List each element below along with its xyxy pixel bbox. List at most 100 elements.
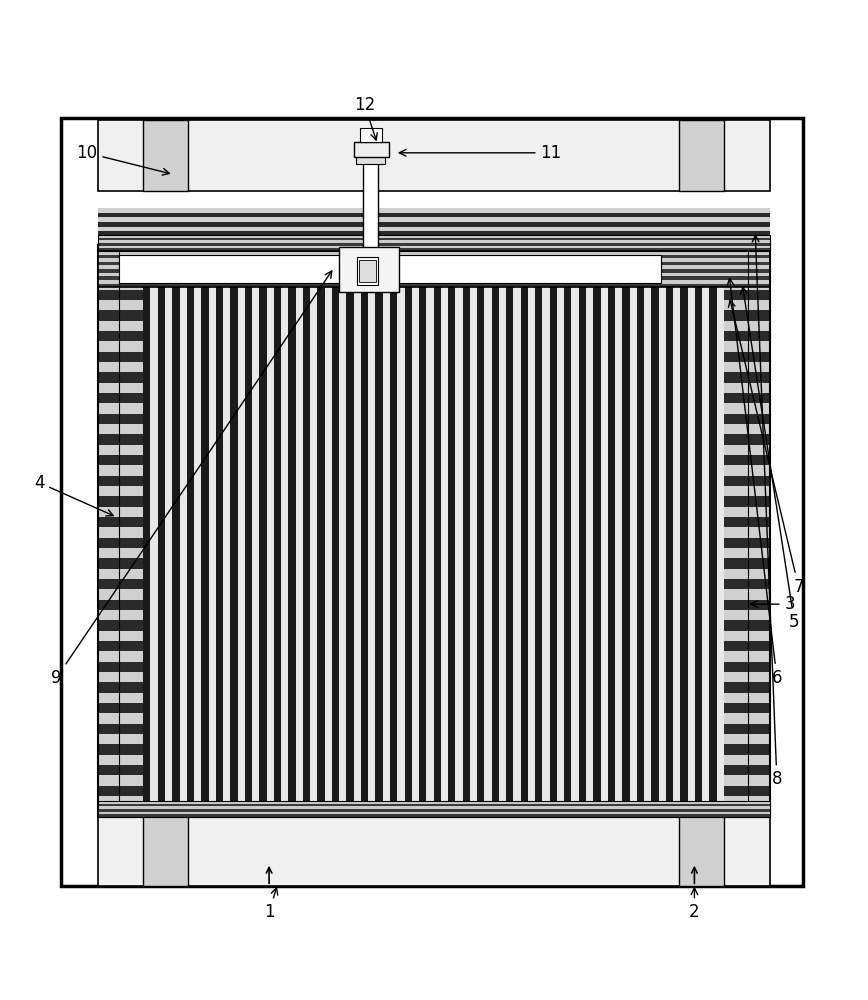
Bar: [98, 248, 143, 259]
Bar: [98, 775, 143, 786]
Bar: [98, 465, 143, 476]
Bar: [724, 548, 769, 558]
Bar: [724, 259, 769, 269]
Bar: [346, 248, 354, 817]
Bar: [98, 814, 770, 817]
Bar: [318, 248, 325, 817]
Bar: [98, 548, 143, 558]
Bar: [98, 682, 143, 693]
Bar: [724, 341, 769, 352]
Bar: [98, 255, 769, 258]
Bar: [98, 589, 143, 600]
Bar: [98, 259, 143, 269]
Bar: [724, 693, 769, 703]
Bar: [98, 240, 770, 243]
Bar: [98, 812, 770, 814]
Bar: [98, 217, 770, 222]
Bar: [223, 248, 230, 817]
Bar: [724, 806, 769, 817]
Bar: [724, 672, 769, 682]
Bar: [201, 248, 208, 817]
Bar: [354, 142, 389, 157]
Bar: [143, 248, 150, 817]
Bar: [98, 251, 769, 255]
Bar: [724, 527, 769, 538]
Bar: [724, 507, 769, 517]
Bar: [724, 786, 769, 796]
Bar: [98, 569, 143, 579]
Bar: [724, 641, 769, 651]
Bar: [491, 248, 499, 817]
Bar: [98, 610, 143, 620]
Bar: [724, 393, 769, 403]
Bar: [98, 248, 770, 251]
Bar: [98, 372, 143, 383]
Bar: [98, 243, 770, 246]
Bar: [98, 310, 143, 321]
Bar: [238, 248, 245, 817]
Bar: [549, 248, 557, 817]
Bar: [194, 248, 201, 817]
Bar: [724, 610, 769, 620]
Bar: [724, 290, 769, 300]
Bar: [448, 248, 456, 817]
Bar: [724, 383, 769, 393]
Bar: [673, 248, 681, 817]
Bar: [98, 238, 770, 240]
Bar: [98, 815, 770, 886]
Bar: [98, 276, 769, 280]
Bar: [536, 248, 542, 817]
Bar: [709, 248, 717, 817]
Bar: [724, 713, 769, 724]
Bar: [724, 331, 769, 341]
Bar: [98, 273, 769, 276]
Bar: [470, 248, 477, 817]
Bar: [651, 248, 659, 817]
Bar: [98, 806, 143, 817]
Text: 5: 5: [740, 287, 799, 631]
Bar: [724, 569, 769, 579]
Bar: [143, 120, 188, 191]
Bar: [571, 248, 579, 817]
Bar: [98, 600, 143, 610]
Text: 9: 9: [51, 271, 332, 687]
Bar: [98, 651, 143, 662]
Bar: [724, 589, 769, 600]
Bar: [98, 424, 143, 434]
Bar: [98, 341, 143, 352]
Bar: [98, 265, 769, 269]
Bar: [98, 258, 769, 262]
Bar: [528, 248, 536, 817]
Bar: [98, 538, 143, 548]
Bar: [288, 248, 296, 817]
Bar: [557, 248, 564, 817]
Bar: [98, 455, 143, 465]
Bar: [98, 558, 143, 569]
Bar: [98, 620, 143, 631]
Bar: [601, 248, 608, 817]
Bar: [98, 476, 143, 486]
Bar: [158, 248, 165, 817]
Bar: [724, 465, 769, 476]
Bar: [98, 806, 770, 809]
Bar: [390, 248, 398, 817]
Bar: [187, 248, 194, 817]
Bar: [398, 248, 404, 817]
Bar: [310, 248, 318, 817]
Bar: [98, 208, 770, 213]
Bar: [230, 248, 238, 817]
Bar: [513, 248, 521, 817]
Bar: [615, 248, 622, 817]
Bar: [679, 120, 724, 191]
Bar: [119, 247, 748, 815]
Bar: [724, 744, 769, 755]
Bar: [98, 724, 143, 734]
Bar: [98, 786, 143, 796]
Bar: [564, 248, 571, 817]
Bar: [98, 246, 770, 248]
Bar: [724, 403, 769, 414]
Bar: [368, 248, 376, 817]
Bar: [724, 496, 769, 507]
Bar: [98, 801, 770, 817]
Text: 12: 12: [354, 96, 378, 140]
